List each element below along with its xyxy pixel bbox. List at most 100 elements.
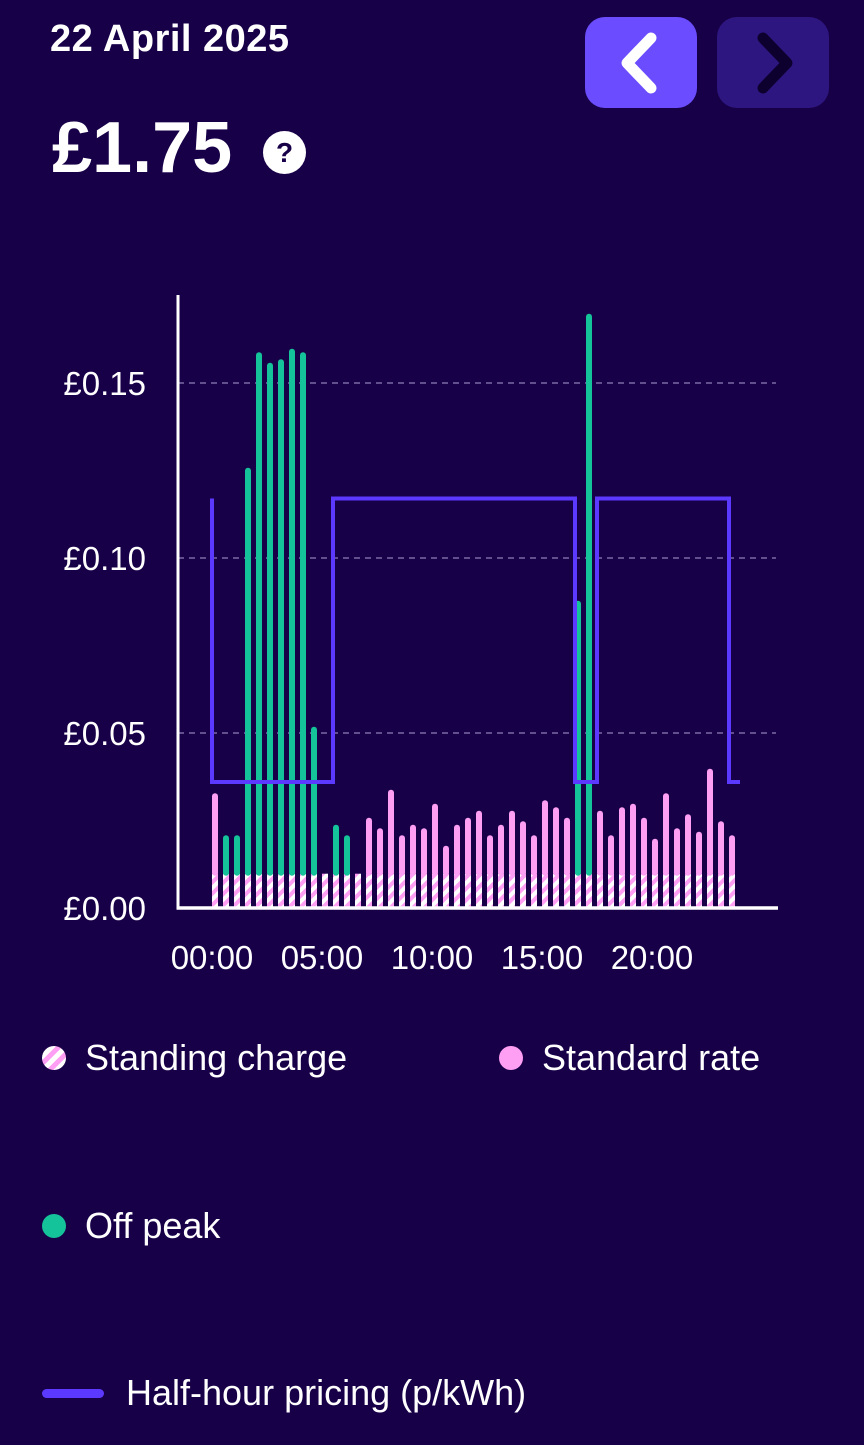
standing-charge-bar bbox=[685, 873, 691, 908]
standing-charge-bar bbox=[465, 873, 471, 908]
standing-charge-bar bbox=[674, 873, 680, 908]
standard-rate-bar bbox=[388, 789, 394, 876]
standard-rate-bar bbox=[531, 835, 537, 876]
standing-charge-bar bbox=[476, 873, 482, 908]
standard-rate-swatch bbox=[499, 1046, 523, 1070]
standing-charge-bar bbox=[619, 873, 625, 908]
date-title: 22 April 2025 bbox=[50, 18, 290, 60]
standard-rate-bar bbox=[685, 814, 691, 876]
pricing-line-swatch bbox=[42, 1388, 104, 1398]
standard-rate-bar bbox=[597, 810, 603, 876]
standing-charge-bar bbox=[520, 873, 526, 908]
chevron-right-icon bbox=[757, 32, 793, 93]
standard-rate-bar bbox=[641, 817, 647, 876]
standing-charge-bar bbox=[729, 873, 735, 908]
standing-charge-bar bbox=[707, 873, 713, 908]
standing-charge-bar bbox=[212, 873, 218, 908]
off-peak-bar bbox=[245, 467, 251, 876]
next-day-button[interactable] bbox=[717, 17, 829, 108]
standing-charge-bar bbox=[421, 873, 427, 908]
standing-charge-bar bbox=[553, 873, 559, 908]
standard-rate-bar bbox=[377, 828, 383, 876]
standing-charge-bar bbox=[454, 873, 460, 908]
standing-charge-bar bbox=[410, 873, 416, 908]
off-peak-bar bbox=[278, 359, 284, 876]
standing-charge-bar bbox=[487, 873, 493, 908]
standard-rate-bar bbox=[542, 800, 548, 876]
x-tick-label: 20:00 bbox=[611, 939, 694, 976]
y-tick-label: £0.10 bbox=[63, 540, 146, 577]
standard-rate-bar bbox=[663, 793, 669, 876]
off-peak-bar bbox=[311, 726, 317, 876]
standing-charge-bar bbox=[509, 873, 515, 908]
standard-rate-bar bbox=[696, 831, 702, 876]
standing-charge-bar bbox=[718, 873, 724, 908]
standing-charge-bar bbox=[289, 873, 295, 908]
standing-charge-bar bbox=[399, 873, 405, 908]
standing-charge-bar bbox=[564, 873, 570, 908]
standard-rate-bar bbox=[564, 817, 570, 876]
standing-charge-bar bbox=[377, 873, 383, 908]
standing-charge-bar bbox=[388, 873, 394, 908]
standard-rate-bar bbox=[674, 828, 680, 876]
standing-charge-bar bbox=[432, 873, 438, 908]
standard-rate-bar bbox=[630, 803, 636, 876]
off-peak-bar bbox=[333, 824, 339, 876]
off-peak-bar bbox=[586, 313, 592, 876]
standard-rate-bar bbox=[509, 810, 515, 876]
standing-charge-bar bbox=[663, 873, 669, 908]
standard-rate-bar bbox=[212, 793, 218, 876]
legend-off-peak: Off peak bbox=[42, 1205, 220, 1247]
legend-off-peak-label: Off peak bbox=[85, 1205, 221, 1246]
legend-standard-rate: Standard rate bbox=[499, 1037, 760, 1079]
standing-charge-bar bbox=[256, 873, 262, 908]
legend-pricing-label: Half-hour pricing (p/kWh) bbox=[126, 1372, 527, 1413]
standing-charge-bar bbox=[223, 873, 229, 908]
standing-charge-bar bbox=[300, 873, 306, 908]
standard-rate-bar bbox=[476, 810, 482, 876]
standing-charge-bar bbox=[245, 873, 251, 908]
off-peak-bar bbox=[289, 348, 295, 876]
standard-rate-bar bbox=[487, 835, 493, 876]
standard-rate-bar bbox=[399, 835, 405, 876]
standing-charge-bar bbox=[267, 873, 273, 908]
help-button[interactable]: ? bbox=[263, 131, 306, 174]
standard-rate-bar bbox=[432, 803, 438, 876]
standard-rate-bar bbox=[553, 807, 559, 876]
standard-rate-bar bbox=[707, 768, 713, 876]
legend-standard-rate-label: Standard rate bbox=[542, 1037, 761, 1078]
standing-charge-bar bbox=[597, 873, 603, 908]
off-peak-bar bbox=[267, 362, 273, 876]
y-tick-label: £0.00 bbox=[63, 890, 146, 927]
standing-charge-bar bbox=[696, 873, 702, 908]
previous-day-button[interactable] bbox=[585, 17, 697, 108]
y-tick-label: £0.15 bbox=[63, 365, 146, 402]
standard-rate-bar bbox=[454, 824, 460, 876]
help-icon: ? bbox=[275, 137, 294, 168]
usage-chart: £0.00 £0.05 £0.10 £0.15 00:00 05:00 10:00 15:00… bbox=[63, 295, 778, 976]
standard-rate-bar bbox=[410, 824, 416, 876]
standing-charge-bar bbox=[344, 873, 350, 908]
off-peak-swatch bbox=[42, 1214, 66, 1238]
standard-rate-bar bbox=[520, 821, 526, 876]
standard-rate-bar bbox=[443, 845, 449, 876]
legend-pricing: Half-hour pricing (p/kWh) bbox=[42, 1372, 526, 1414]
standing-charge-bar bbox=[333, 873, 339, 908]
pricing-line bbox=[210, 496, 740, 784]
standard-rate-bar bbox=[619, 807, 625, 876]
standing-charge-bar bbox=[630, 873, 636, 908]
standing-charge-bar bbox=[278, 873, 284, 908]
standing-charge-bar bbox=[531, 873, 537, 908]
standing-charge-bar bbox=[355, 873, 361, 908]
standing-charge-bar bbox=[311, 873, 317, 908]
standing-charge-bar bbox=[234, 873, 240, 908]
off-peak-bar bbox=[344, 835, 350, 876]
y-tick-label: £0.05 bbox=[63, 715, 146, 752]
off-peak-bar bbox=[300, 352, 306, 876]
standing-charge-bar bbox=[443, 873, 449, 908]
x-tick-label: 05:00 bbox=[281, 939, 364, 976]
standard-rate-bar bbox=[498, 824, 504, 876]
standard-rate-bar bbox=[421, 828, 427, 876]
standard-rate-bar bbox=[608, 835, 614, 876]
legend-standing-charge: Standing charge bbox=[42, 1037, 347, 1079]
